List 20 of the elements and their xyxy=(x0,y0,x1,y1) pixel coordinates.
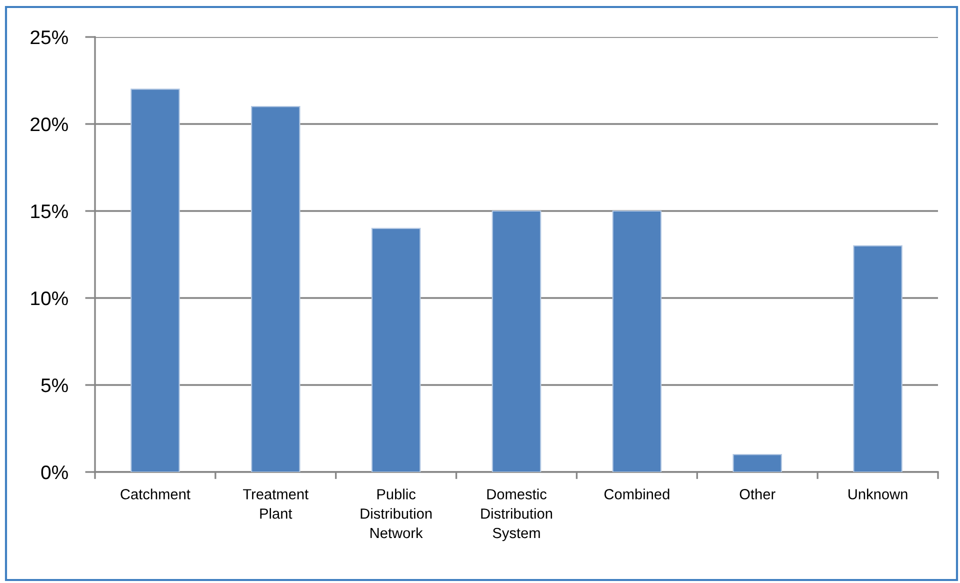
x-tick-label: Combined xyxy=(604,488,670,500)
y-tick-label: 15% xyxy=(31,204,68,218)
x-tick-label: Public Distribution Network xyxy=(360,488,432,538)
x-tick-label: Domestic Distribution System xyxy=(481,488,552,542)
y-tick-label: 5% xyxy=(41,378,68,392)
x-tick-label: Treatment Plant xyxy=(243,489,308,519)
y-tick-label: 10% xyxy=(31,291,68,306)
bar xyxy=(371,228,421,472)
y-tick-label: 20% xyxy=(30,117,68,132)
x-tick-label: Catchment xyxy=(120,488,190,500)
bar xyxy=(492,210,542,472)
y-tick-label: 25% xyxy=(30,30,68,44)
y-tick-label: 0% xyxy=(41,465,68,480)
x-tick-label: Unknown xyxy=(848,488,908,500)
bar xyxy=(853,245,902,472)
bar xyxy=(251,106,300,472)
x-tick-label: Other xyxy=(740,488,776,500)
bar xyxy=(130,88,180,472)
bar xyxy=(732,454,782,472)
bar xyxy=(612,210,662,472)
